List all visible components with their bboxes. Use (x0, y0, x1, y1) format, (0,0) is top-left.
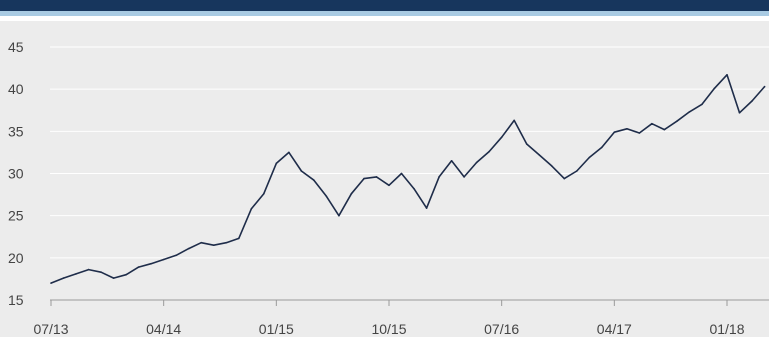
data-point (688, 111, 691, 113)
data-point (87, 268, 90, 271)
y-tick-label: 25 (8, 208, 24, 224)
data-point (137, 266, 140, 268)
y-tick-label: 45 (8, 39, 24, 55)
x-tick-label: 01/18 (709, 321, 744, 337)
data-point (601, 146, 603, 149)
data-point (162, 258, 165, 261)
header-bar (0, 0, 769, 11)
data-point (676, 120, 678, 122)
data-point (576, 170, 578, 172)
data-point (413, 187, 415, 190)
x-tick-label: 10/15 (371, 321, 406, 337)
data-point (350, 192, 353, 195)
data-point (438, 176, 440, 178)
data-point (112, 277, 115, 279)
data-point (738, 112, 741, 114)
y-tick-label: 35 (8, 123, 24, 139)
data-point (288, 151, 290, 154)
data-point (250, 208, 253, 210)
data-point (588, 156, 591, 159)
data-point (513, 119, 515, 122)
y-tick-label: 30 (8, 166, 24, 182)
data-point (62, 277, 65, 279)
data-point (225, 241, 228, 244)
data-point (150, 262, 152, 265)
data-point (638, 132, 641, 134)
y-axis-ticks: 15 20 25 30 35 40 45 (8, 39, 24, 308)
data-point (175, 254, 177, 257)
x-axis: 07/13 04/14 01/15 10/15 07/16 04/17 01/18 (33, 299, 769, 337)
data-point (313, 179, 315, 181)
data-point (663, 128, 666, 131)
header-stripe (0, 11, 769, 16)
y-tick-label: 20 (8, 250, 24, 266)
data-point (238, 237, 240, 240)
x-tick-label: 04/14 (146, 321, 181, 337)
x-tick-label: 07/13 (33, 321, 68, 337)
data-point (500, 136, 503, 138)
data-point (626, 128, 628, 130)
data-point (726, 74, 728, 76)
x-tick-label: 01/15 (259, 321, 294, 337)
data-point (701, 103, 703, 106)
data-point (751, 100, 753, 102)
x-tick-label: 07/16 (484, 321, 519, 337)
data-point (125, 273, 127, 276)
data-point (651, 122, 653, 125)
data-point (525, 143, 528, 145)
data-point (75, 273, 77, 275)
data-point (338, 214, 340, 217)
data-point (463, 176, 465, 178)
data-point (300, 170, 303, 172)
series-group (50, 74, 766, 284)
data-point (275, 162, 278, 165)
data-point (538, 154, 540, 156)
data-point (325, 195, 328, 198)
data-point (100, 271, 102, 274)
data-point (425, 207, 428, 209)
data-point (187, 247, 190, 250)
data-point (388, 184, 390, 187)
data-point (50, 282, 52, 284)
data-point (450, 160, 453, 162)
data-point (763, 85, 766, 88)
data-point (212, 244, 215, 246)
series-line (50, 74, 766, 284)
data-point (550, 165, 553, 167)
header-gap (0, 16, 769, 21)
data-point (488, 150, 490, 153)
data-point (563, 177, 566, 180)
chart-plot-background (0, 21, 769, 337)
x-tick-label: 04/17 (597, 321, 632, 337)
gridlines (50, 46, 769, 259)
y-tick-label: 15 (8, 292, 24, 308)
data-point (200, 241, 202, 244)
data-point (400, 172, 403, 175)
data-point (263, 192, 265, 195)
y-tick-label: 40 (8, 81, 24, 97)
data-point (363, 177, 365, 180)
data-point (375, 176, 378, 178)
data-point (713, 87, 716, 90)
data-point (613, 131, 616, 133)
data-point (475, 161, 478, 164)
